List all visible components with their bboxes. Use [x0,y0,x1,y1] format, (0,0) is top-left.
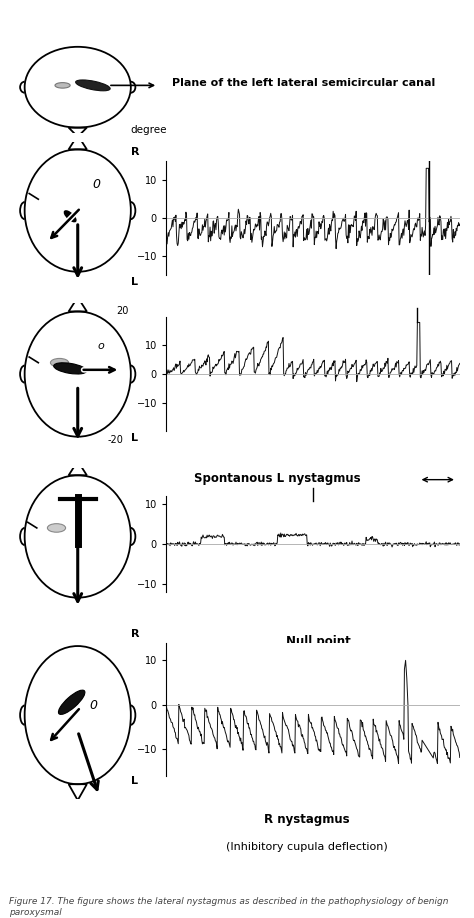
Text: (Inhibitory cupula deflection): (Inhibitory cupula deflection) [226,843,388,852]
Ellipse shape [47,523,65,532]
Text: Figure 17. The figure shows the lateral nystagmus as described in the pathophysi: Figure 17. The figure shows the lateral … [9,898,449,917]
Text: 0: 0 [89,699,97,712]
Text: R: R [131,629,139,639]
Ellipse shape [64,211,76,222]
Ellipse shape [55,83,70,88]
Text: Null point: Null point [286,635,351,648]
Ellipse shape [58,690,85,714]
Text: -20: -20 [107,435,123,445]
Ellipse shape [50,358,69,367]
Text: Spontanous L nystagmus: Spontanous L nystagmus [194,472,361,485]
Text: (excitatory cupula deflection): (excitatory cupula deflection) [195,506,360,516]
Text: Plane of the left lateral semicircular canal: Plane of the left lateral semicircular c… [172,78,435,87]
Text: (excitatory cupula deflection): (excitatory cupula deflection) [225,350,389,360]
Text: L: L [131,776,137,786]
Text: R: R [131,147,139,157]
Text: 20: 20 [116,307,128,317]
Text: L: L [131,276,137,286]
Text: 0: 0 [92,178,100,192]
Text: o: o [97,341,104,351]
Ellipse shape [76,80,110,91]
Text: (lateral canal perpendicular to gravity vector): (lateral canal perpendicular to gravity … [191,665,447,675]
Text: R nystagmus: R nystagmus [264,813,350,826]
Text: L: L [131,432,137,442]
Text: 3 sec: 3 sec [424,503,452,512]
Text: degree: degree [131,126,167,135]
Text: L nystagmus: L nystagmus [265,316,349,329]
Ellipse shape [54,363,87,374]
